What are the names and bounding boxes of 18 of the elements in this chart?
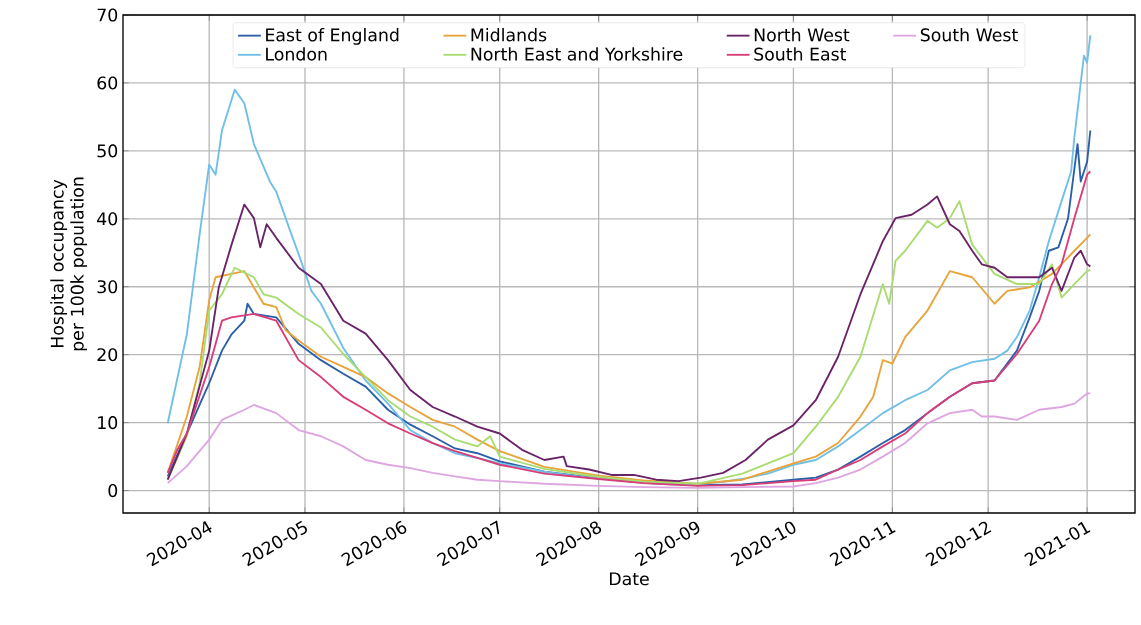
y-tick-label: 30 [97, 280, 118, 294]
legend-label: London [266, 47, 327, 61]
legend-label: North West [754, 28, 850, 42]
y-tick-label: 20 [97, 348, 118, 362]
y-tick-label: 10 [98, 416, 118, 430]
x-axis-title: Date [609, 572, 649, 586]
y-tick-label: 40 [97, 212, 118, 226]
legend-label: South East [754, 47, 847, 61]
y-tick-label: 60 [97, 76, 118, 90]
legend-label: East of England [266, 28, 399, 45]
legend-label: North East and Yorkshire [471, 47, 683, 61]
y-axis-title: Hospital occupancy per 100k population [50, 177, 88, 351]
line-series [166, 392, 1092, 489]
y-tick-label: 70 [97, 8, 118, 22]
legend-label: Midlands [471, 28, 547, 42]
legend-label: South West [920, 28, 1018, 42]
y-tick-label: 50 [97, 144, 118, 158]
y-tick-label: 0 [108, 484, 118, 498]
